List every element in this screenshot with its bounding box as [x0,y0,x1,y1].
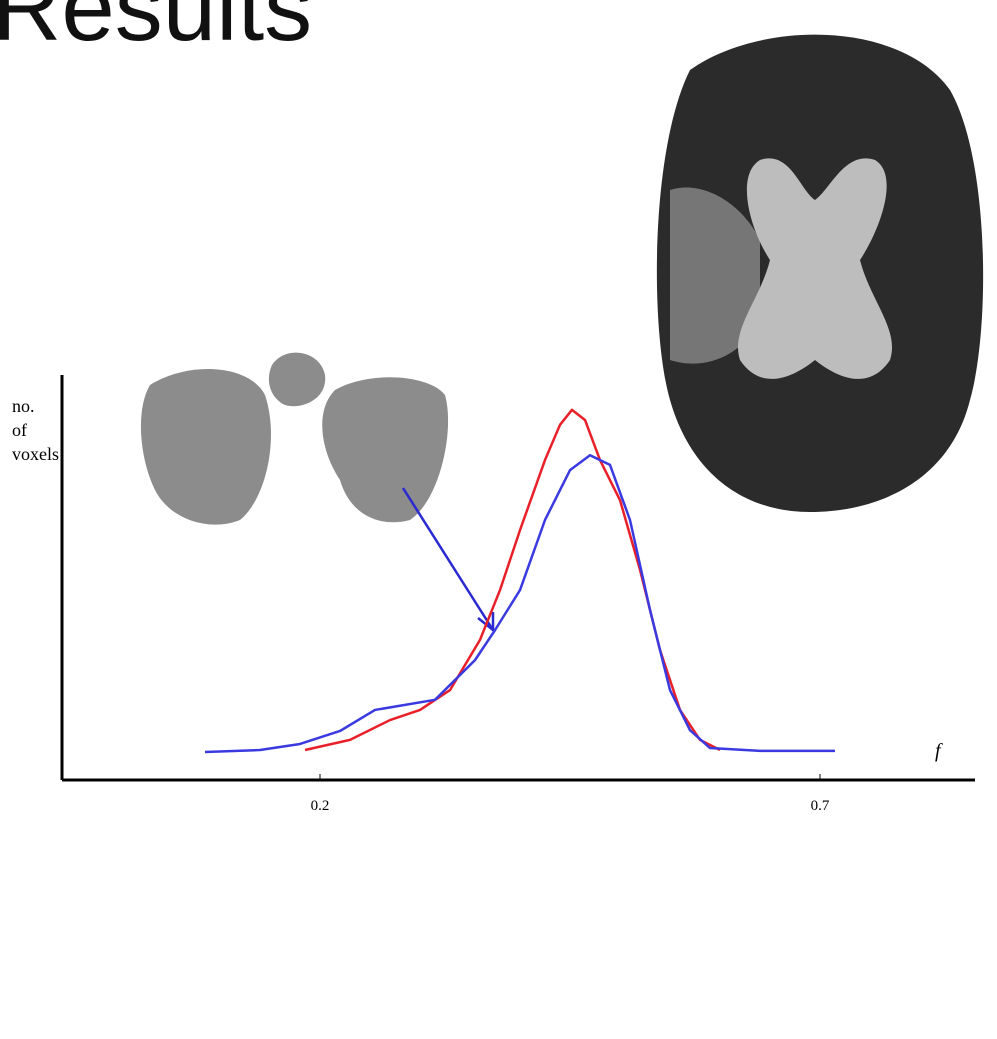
y-axis-label: voxels [12,444,59,464]
slide-title: Results [0,0,312,61]
arrow [403,488,493,630]
series-line [205,455,835,752]
x-tick-label: 0.2 [311,798,330,814]
y-axis-label: no. [12,396,35,416]
region-image [141,353,448,525]
y-axis-label: of [12,420,27,440]
slide: Results 0.2 0.7 f no. of voxels [0,0,997,1039]
x-axis-label: f [935,740,943,762]
brain-image [657,35,983,512]
page: Results 0.20.7fno.ofvoxels (() => { cons… [0,0,997,1039]
x-tick-label: 0.7 [811,798,830,814]
